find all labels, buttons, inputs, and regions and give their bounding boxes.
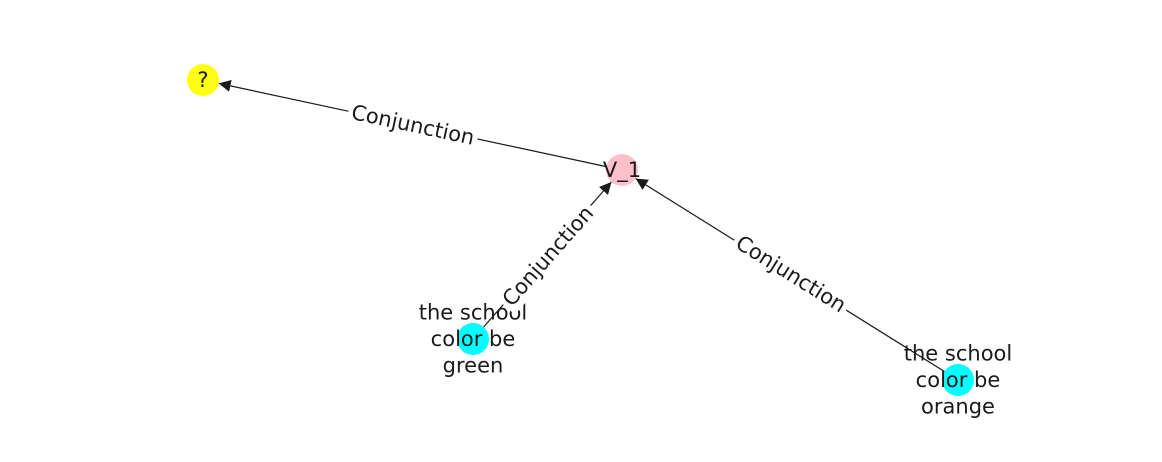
edge-label-v1-to-question: Conjunction [345, 97, 481, 153]
node-label-line: color be [431, 327, 516, 351]
node-label-line: color be [916, 368, 1001, 392]
node-question: ? [187, 64, 219, 96]
edge-label-background [493, 197, 603, 315]
node-circle [942, 364, 974, 396]
node-circle [457, 323, 489, 355]
labels-layer: Conjunction Conjunction Conjunction [345, 97, 855, 321]
edge-label-green-to-v1: Conjunction [493, 197, 603, 315]
node-label-line: green [443, 354, 504, 378]
node-label: ? [197, 68, 208, 92]
edge-label-text: Conjunction [498, 201, 599, 311]
edge-label-text: Conjunction [732, 231, 851, 318]
edge-label-background [345, 97, 481, 153]
node-label: V_1 [603, 158, 641, 183]
edge-label-text: Conjunction [349, 100, 476, 150]
node-label-line: the school [904, 342, 1012, 366]
node-v1: V_1 [603, 154, 641, 186]
node-label-line: orange [921, 395, 995, 419]
edge-label-background [727, 227, 855, 321]
node-circle [606, 154, 638, 186]
edge-label-orange-to-v1: Conjunction [727, 227, 855, 321]
node-circle [187, 64, 219, 96]
